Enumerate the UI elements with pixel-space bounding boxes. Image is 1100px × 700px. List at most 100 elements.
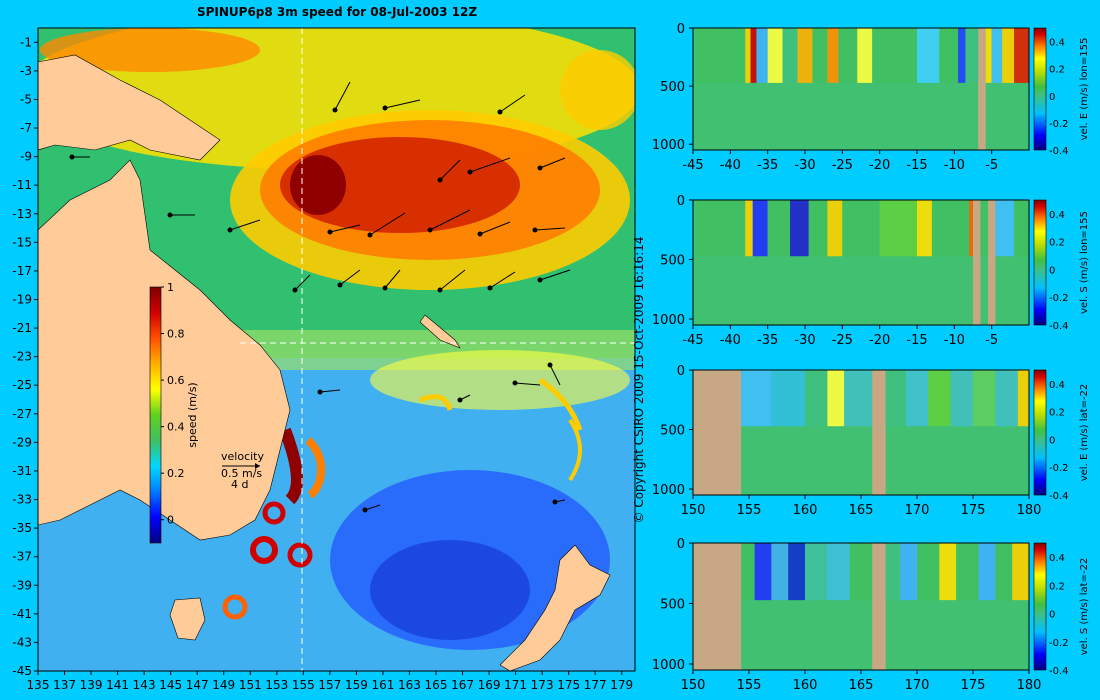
section-stripe [752,200,768,257]
section-y-tick-label: 500 [660,80,685,95]
section-stripe [805,370,828,427]
section-colorbar-label: vel. S (m/s) lon=155 [1079,211,1090,314]
section-y-tick-label: 1000 [652,313,685,328]
section-stripe [980,200,988,257]
map-x-tick-label: 165 [425,678,448,692]
section-colorbar-tick-label: 0 [1049,435,1055,446]
section-stripe [827,370,845,427]
map-y-tick-label: -23 [12,350,32,364]
section-x-tick-label: -15 [906,333,927,348]
section-stripe [950,370,973,427]
section-y-tick-label: 1000 [652,138,685,153]
section-stripe [771,543,789,601]
map-x-tick-label: 155 [292,678,315,692]
map-y-tick-label: -41 [12,607,32,621]
section-x-tick-label: 175 [961,503,986,518]
map-title: SPINUP6p8 3m speed for 08-Jul-2003 12Z [197,5,477,19]
section-stripe [849,543,873,601]
section-x-tick-label: 175 [961,678,986,693]
section-colorbar-tick-label: -0.2 [1049,119,1069,130]
section-frame [692,199,1030,326]
section-colorbar-label: vel. E (m/s) lon=155 [1079,38,1090,141]
reference-vector-speed: 0.5 m/s [221,467,262,480]
section-colorbar-label: vel. S (m/s) lat=-22 [1079,558,1090,656]
section-colorbar-tick-label: -0.4 [1049,146,1069,157]
map-y-tick-label: -45 [12,664,32,678]
map-x-tick-label: 139 [80,678,103,692]
map-y-tick-label: -35 [12,521,32,535]
map-x-tick-label: 137 [53,678,76,692]
section-stripe [872,28,917,83]
section-colorbar-tick-label: -0.4 [1049,321,1069,332]
speed-colorbar: 0 0.2 0.4 0.6 0.8 1 speed (m/s) [149,281,199,544]
map-y-tick-label: -25 [12,378,32,392]
speed-colorbar-ticks: 0 0.2 0.4 0.6 0.8 1 [161,281,185,527]
section-stripe [1002,28,1015,83]
section-stripe [827,28,839,83]
map-x-tick-label: 177 [584,678,607,692]
section-x-tick-label: -25 [832,333,853,348]
tasmania-land [169,597,206,641]
map-x-tick-label: 167 [451,678,474,692]
section-colorbar-tick-label: -0.2 [1049,293,1069,304]
map-x-tick-label: 145 [159,678,182,692]
section-stripe [827,543,850,601]
section-x-tick-label: 150 [681,503,706,518]
map-x-tick-label: 141 [106,678,129,692]
section-stripe [995,200,1015,257]
section-x-tick-label: -35 [757,158,778,173]
section-stripe [1012,543,1029,601]
map-x-tick-label: 157 [318,678,341,692]
speed-colorbar-tick-label: 0.2 [167,467,185,480]
section-y-tick-label: 500 [660,254,685,269]
section-stripe [754,543,772,601]
section-panel-4: 150 155 160 165 170 175 180 0 500 1000 -0.4 -0.2 0 0.… [652,537,1090,693]
section-stripe [885,543,901,601]
section-stripe [857,28,873,83]
map-x-tick-label: 149 [212,678,235,692]
section-stripe [969,200,973,257]
section-x-tick-label: 155 [737,678,762,693]
new-caledonia-land [419,314,461,349]
section-stripe [973,370,996,427]
section-land [872,543,886,670]
section-land [978,28,986,150]
section-colorbar-tick-label: 0.4 [1049,553,1065,564]
section-panel-2: -45 -40 -35 -30 -25 -20 -15 -10 -5 0 500 1000 -0.4 -0… [652,194,1090,348]
section-stripe [696,200,746,257]
speed-colorbar-label: speed (m/s) [186,382,199,447]
map-x-tick-label: 179 [610,678,633,692]
section-stripe [797,28,813,83]
map-x-tick-label: 161 [371,678,394,692]
section-stripe [767,28,783,83]
section-stripe [1014,28,1029,83]
section-stripe [838,28,858,83]
map-x-tick-label: 135 [27,678,50,692]
section-stripe [900,543,917,601]
map-y-tick-label: -21 [12,321,32,335]
section-stripe [885,370,906,427]
map-y-tick-label: -13 [12,207,32,221]
section-x-tick-label: -10 [944,158,965,173]
section-stripe [1014,200,1029,257]
section-y-tick-label: 1000 [652,658,685,673]
section-colorbar-tick-label: 0.4 [1049,38,1065,49]
section-colorbar-tick-label: -0.2 [1049,638,1069,649]
section-stripe [995,370,1018,427]
section-x-tick-label: -25 [832,158,853,173]
section-x-tick-label: -45 [682,333,703,348]
section-colorbar-tick-label: 0.2 [1049,65,1065,76]
section-land-shelf [693,376,742,495]
section-colorbar-label: vel. E (m/s) lat=-22 [1079,384,1090,482]
section-stripe [788,543,805,601]
section-x-tick-label: 170 [905,678,930,693]
section-y-tick-label: 0 [677,537,685,552]
section-stripe [771,370,805,427]
section-land-shelf [693,549,742,670]
section-stripe [812,28,828,83]
section-stripe [995,543,1013,601]
section-colorbar [1033,542,1047,671]
section-stripe [958,28,966,83]
section-x-tick-label: -35 [757,333,778,348]
